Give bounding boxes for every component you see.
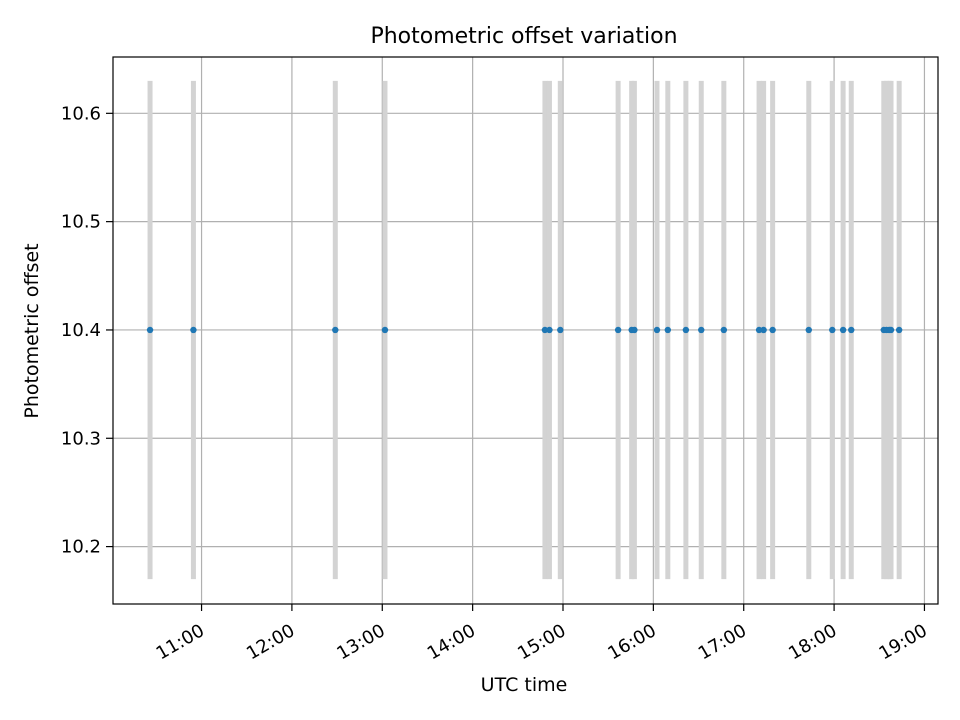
data-point [631,326,638,334]
data-point [755,326,763,334]
data-point [541,326,549,334]
data-point [664,326,672,334]
chart-title: Photometric offset variation [370,24,677,49]
data-point [332,326,339,334]
data-point [769,326,776,334]
y-tick-label: 10.6 [61,103,101,124]
data-point [839,326,847,334]
data-points [146,326,903,334]
y-axis-label: Photometric offset [21,243,43,418]
data-point [720,326,728,334]
data-point [614,326,622,334]
data-point [895,326,903,334]
data-point [146,326,154,334]
data-point [381,326,389,334]
data-point [829,326,836,334]
x-axis-label: UTC time [481,674,568,696]
data-point [546,326,553,334]
y-tick-label: 10.2 [61,537,101,558]
data-point [682,326,690,334]
data-point [698,326,705,334]
data-point [653,326,661,334]
y-tick-label: 10.3 [61,428,101,449]
y-tick-label: 10.5 [61,212,101,233]
y-axis: 10.2 10.3 10.4 10.5 10.6 [61,103,113,558]
data-point [760,326,767,334]
data-point [887,326,895,334]
y-tick-label: 10.4 [61,320,101,341]
data-point [805,326,812,334]
data-point [190,326,197,334]
data-point [557,326,564,334]
data-point [848,326,855,334]
